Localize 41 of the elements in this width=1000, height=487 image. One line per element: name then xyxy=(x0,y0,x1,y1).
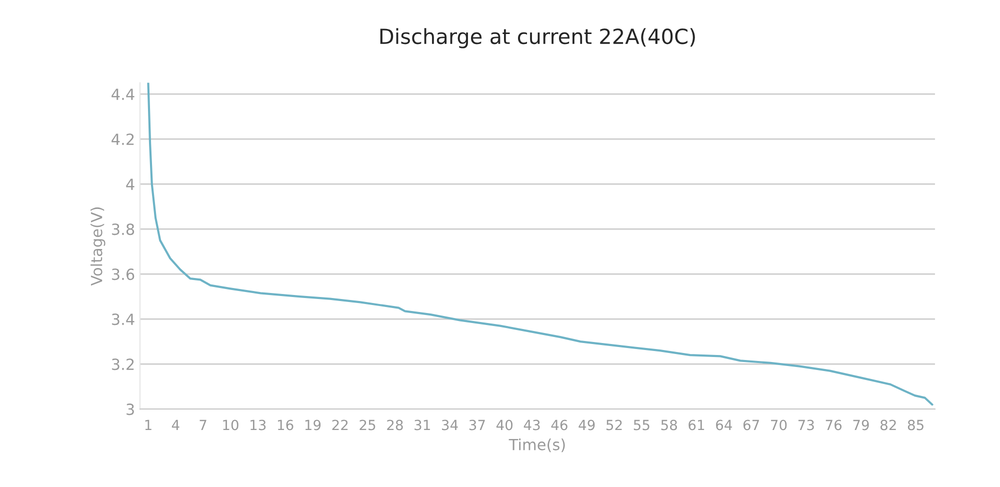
x-tick-label: 43 xyxy=(524,420,540,430)
x-tick-label: 16 xyxy=(278,420,294,430)
x-tick-label: 7 xyxy=(200,420,206,430)
y-tick-label: 3.2 xyxy=(112,358,134,370)
x-tick-label: 19 xyxy=(305,420,321,430)
x-tick-label: 22 xyxy=(332,420,348,430)
y-tick-label: 4 xyxy=(126,178,134,190)
x-tick-label: 10 xyxy=(223,420,238,430)
x-tick-label: 67 xyxy=(743,420,759,430)
x-tick-label: 85 xyxy=(908,420,924,430)
x-tick-label: 49 xyxy=(578,420,595,430)
x-tick-label: 25 xyxy=(360,420,376,430)
x-tick-label: 64 xyxy=(716,420,732,430)
y-tick-label: 3.8 xyxy=(112,224,134,236)
x-tick-label: 34 xyxy=(442,420,458,430)
y-tick-label: 4.4 xyxy=(112,88,134,100)
x-tick-label: 40 xyxy=(496,420,513,430)
x-tick-label: 73 xyxy=(798,420,814,430)
line-series xyxy=(147,82,934,406)
x-tick-label: 4 xyxy=(172,420,180,430)
x-tick-label: 79 xyxy=(853,420,869,430)
x-tick-label: 52 xyxy=(606,420,622,430)
x-tick-label: 28 xyxy=(387,420,403,430)
y-tick-label: 3.6 xyxy=(112,268,134,280)
y-tick-label: 3.4 xyxy=(112,314,134,326)
x-tick-label: 55 xyxy=(634,420,650,430)
x-tick-label: 58 xyxy=(661,420,677,430)
x-tick-label: 37 xyxy=(469,420,485,430)
chart-title: Discharge at current 22A(40C) xyxy=(380,28,695,48)
x-tick-label: 61 xyxy=(688,420,704,430)
y-axis-title: Voltage(V) xyxy=(90,207,106,286)
x-tick-label: 13 xyxy=(250,420,266,430)
x-axis-title: Time(s) xyxy=(508,438,565,452)
y-tick-label: 3 xyxy=(126,404,134,416)
x-tick-label: 31 xyxy=(414,420,430,430)
x-tick-label: 46 xyxy=(551,420,568,430)
x-tick-label: 70 xyxy=(771,420,787,430)
x-tick-label: 1 xyxy=(145,420,152,430)
y-tick-label: 4.2 xyxy=(112,134,134,145)
x-tick-label: 82 xyxy=(880,420,896,430)
x-tick-label: 76 xyxy=(826,420,842,430)
